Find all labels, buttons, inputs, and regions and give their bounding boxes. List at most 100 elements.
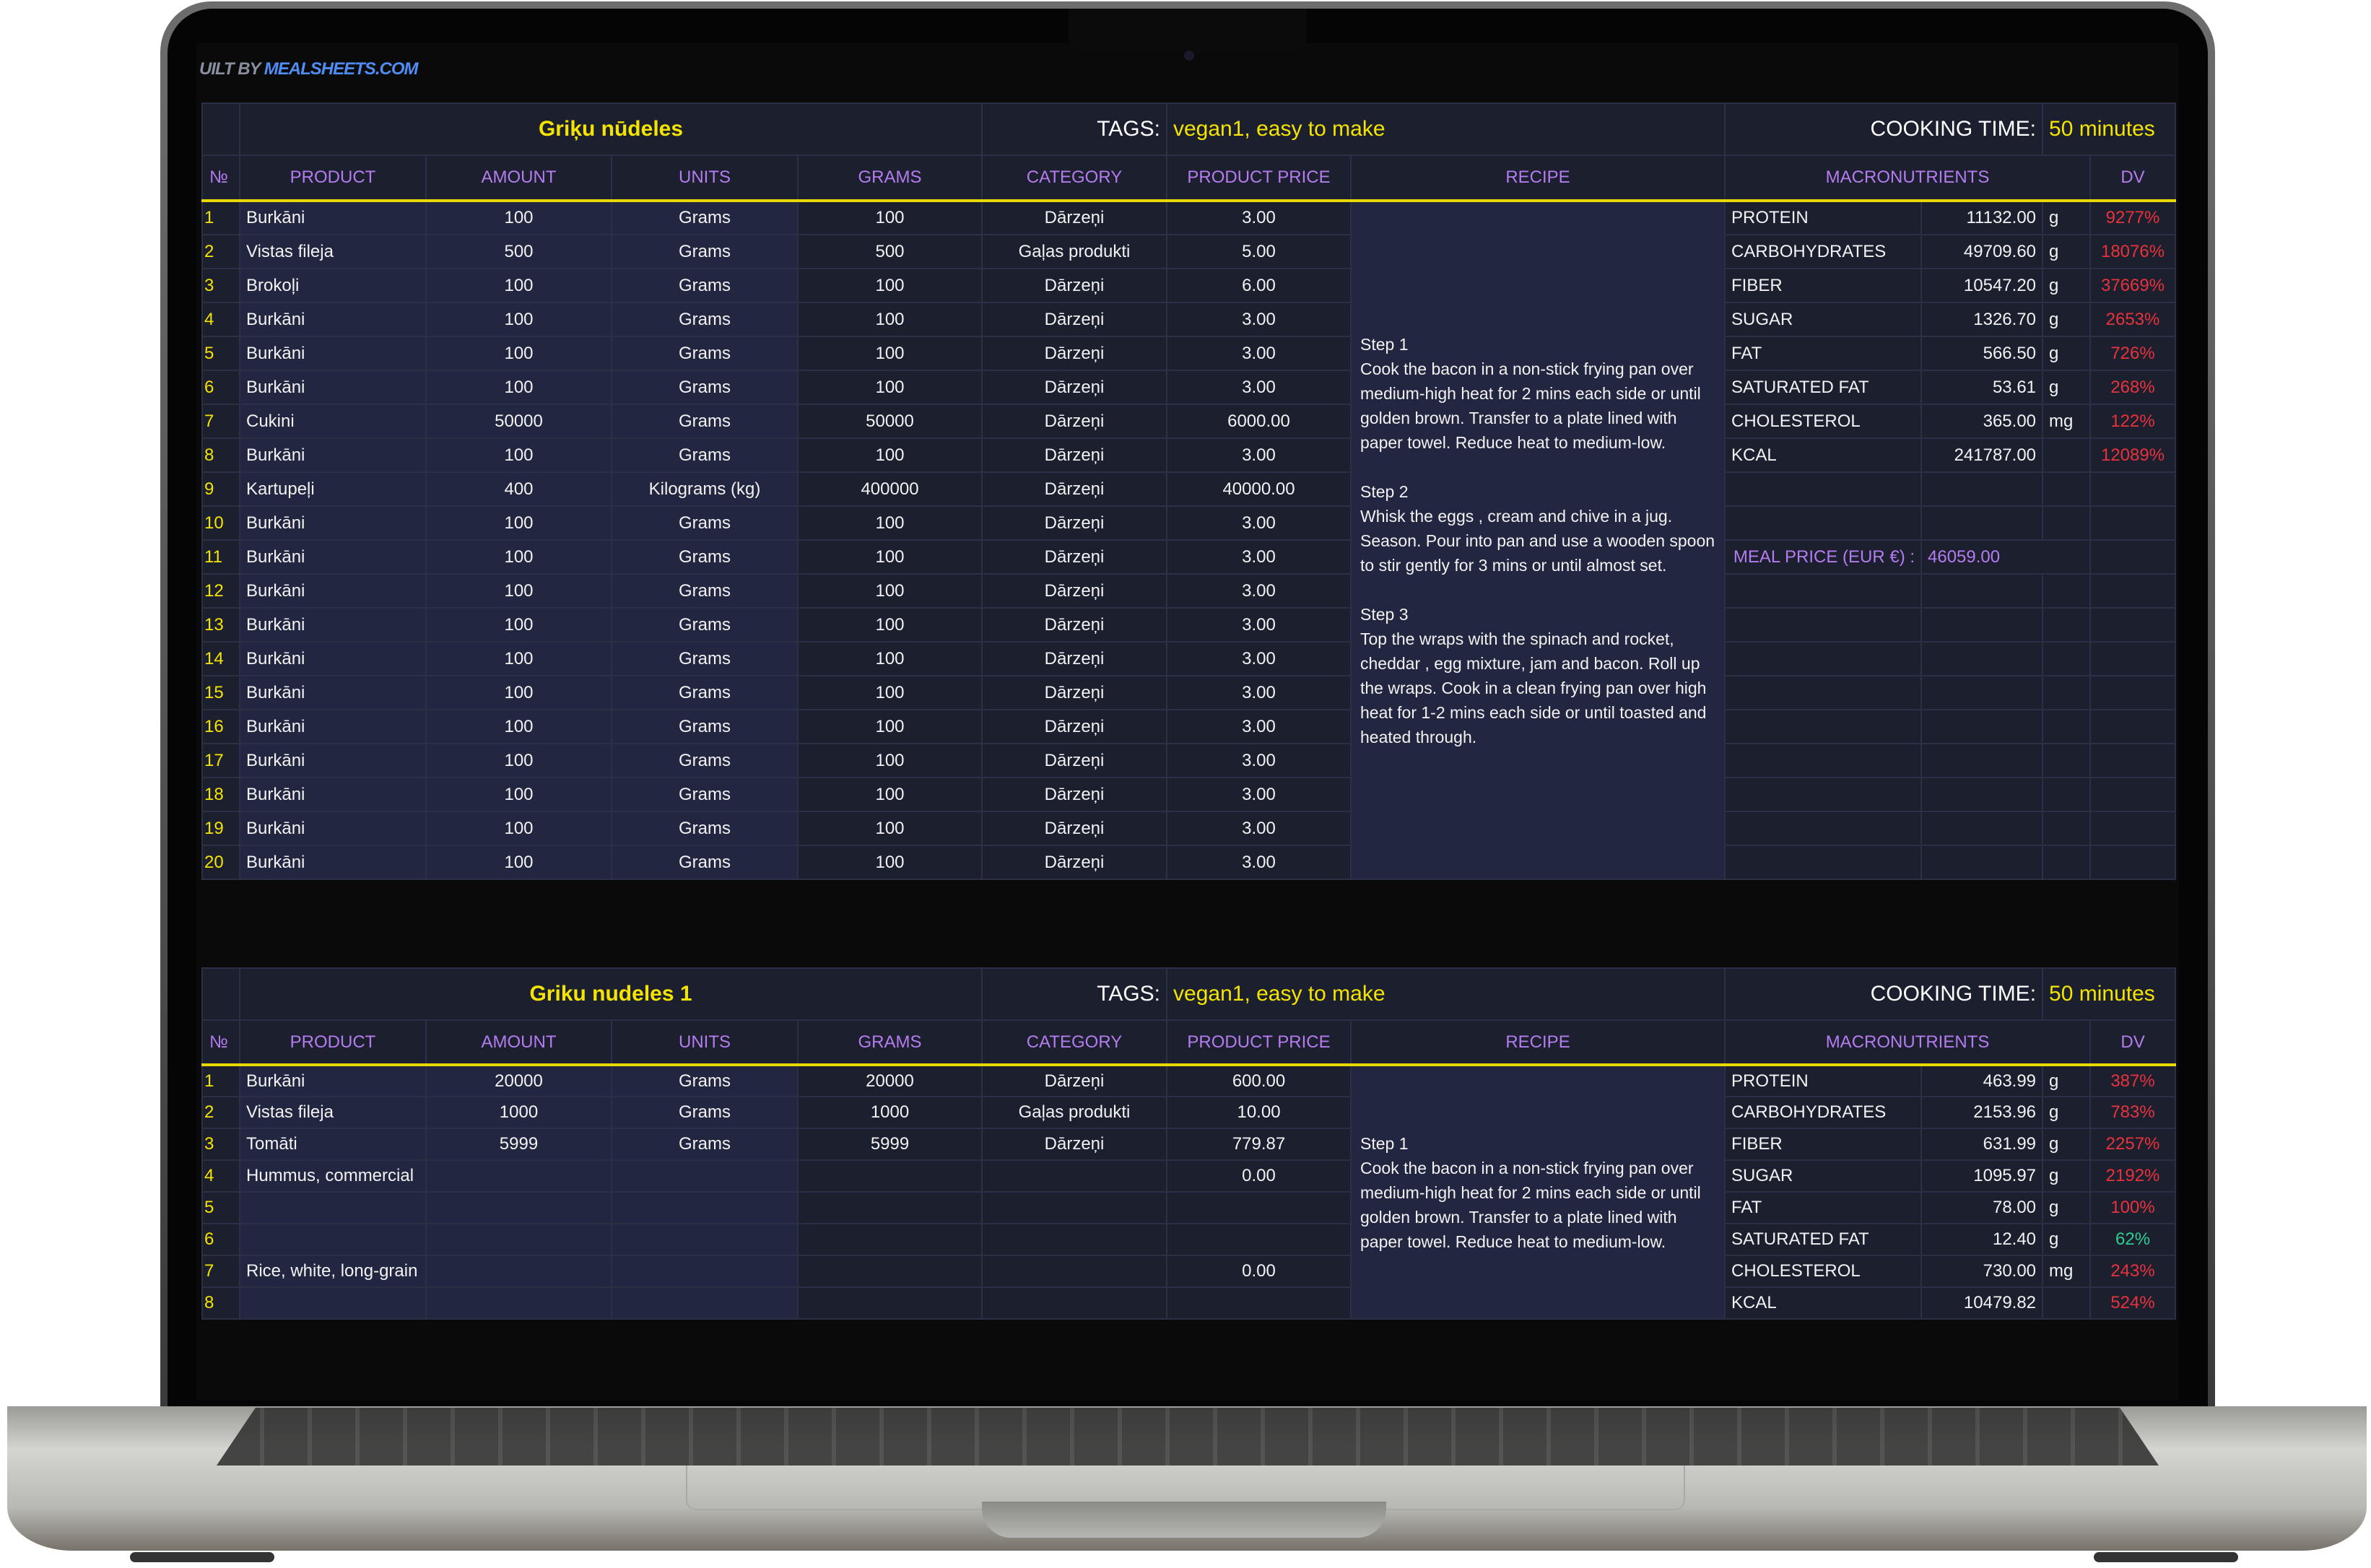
product-cell[interactable]: Burkāni xyxy=(239,200,427,235)
amount-cell[interactable]: 100 xyxy=(425,573,612,609)
amount-cell[interactable]: 100 xyxy=(425,777,612,812)
product-cell[interactable]: Tomāti xyxy=(239,1128,427,1161)
amount-cell[interactable]: 100 xyxy=(425,743,612,778)
meal-title[interactable]: Griķu nūdeles xyxy=(239,103,983,156)
units-cell[interactable] xyxy=(611,1159,799,1193)
units-cell[interactable]: Grams xyxy=(611,743,799,778)
product-cell[interactable]: Burkāni xyxy=(239,539,427,575)
amount-cell[interactable]: 100 xyxy=(425,302,612,337)
units-cell[interactable]: Grams xyxy=(611,505,799,541)
amount-cell[interactable]: 400 xyxy=(425,471,612,507)
units-cell[interactable]: Grams xyxy=(611,370,799,405)
amount-cell[interactable]: 100 xyxy=(425,607,612,643)
units-cell[interactable]: Grams xyxy=(611,607,799,643)
amount-cell[interactable]: 100 xyxy=(425,505,612,541)
units-cell[interactable]: Grams xyxy=(611,336,799,371)
product-cell[interactable]: Burkāni xyxy=(239,709,427,744)
amount-cell[interactable]: 100 xyxy=(425,811,612,846)
amount-cell[interactable]: 5999 xyxy=(425,1128,612,1161)
amount-cell[interactable]: 500 xyxy=(425,234,612,269)
amount-cell[interactable] xyxy=(425,1255,612,1288)
amount-cell[interactable]: 100 xyxy=(425,641,612,676)
product-cell[interactable]: Vistas fileja xyxy=(239,1096,427,1129)
meal-title[interactable]: Griku nudeles 1 xyxy=(238,967,983,1021)
product-cell[interactable] xyxy=(239,1223,427,1256)
units-cell[interactable]: Grams xyxy=(611,573,799,609)
product-cell[interactable]: Burkāni xyxy=(239,302,427,337)
amount-cell[interactable]: 1000 xyxy=(425,1096,612,1129)
units-cell[interactable]: Grams xyxy=(611,1064,799,1097)
units-cell[interactable] xyxy=(611,1191,799,1224)
product-cell[interactable]: Brokoļi xyxy=(239,268,427,303)
product-cell[interactable]: Rice, white, long-grain xyxy=(239,1255,427,1288)
price-cell xyxy=(1166,1191,1352,1224)
units-cell[interactable]: Grams xyxy=(611,1096,799,1129)
units-cell[interactable] xyxy=(611,1255,799,1288)
units-cell[interactable]: Grams xyxy=(611,437,799,473)
amount-cell[interactable] xyxy=(425,1223,612,1256)
product-cell[interactable]: Cukini xyxy=(239,404,427,439)
product-cell[interactable]: Burkāni xyxy=(239,1064,427,1097)
recipe-text[interactable]: Step 1 Cook the bacon in a non-stick fry… xyxy=(1350,1064,1726,1320)
product-cell[interactable]: Burkāni xyxy=(239,573,427,609)
units-cell[interactable]: Grams xyxy=(611,234,799,269)
amount-cell[interactable]: 100 xyxy=(425,268,612,303)
units-cell[interactable] xyxy=(611,1223,799,1256)
amount-cell[interactable]: 100 xyxy=(425,539,612,575)
tags-value[interactable]: vegan1, easy to make xyxy=(1166,967,1726,1021)
cooking-time-value[interactable]: 50 minutes xyxy=(2042,103,2177,156)
units-cell[interactable]: Grams xyxy=(611,268,799,303)
units-cell[interactable]: Grams xyxy=(611,539,799,575)
units-cell[interactable]: Grams xyxy=(611,777,799,812)
price-cell: 3.00 xyxy=(1166,607,1352,643)
units-cell[interactable]: Grams xyxy=(611,404,799,439)
amount-cell[interactable] xyxy=(425,1286,612,1320)
units-cell[interactable]: Grams xyxy=(611,675,799,710)
product-cell[interactable]: Vistas fileja xyxy=(239,234,427,269)
spacer-cell xyxy=(201,967,240,1021)
amount-cell[interactable]: 100 xyxy=(425,370,612,405)
amount-cell[interactable]: 100 xyxy=(425,845,612,880)
product-cell[interactable] xyxy=(239,1286,427,1320)
units-cell[interactable]: Grams xyxy=(611,811,799,846)
amount-cell[interactable]: 50000 xyxy=(425,404,612,439)
cooking-time-value[interactable]: 50 minutes xyxy=(2042,967,2177,1021)
macro-dv: 387% xyxy=(2089,1064,2177,1097)
product-cell[interactable]: Hummus, commercial xyxy=(239,1159,427,1193)
product-cell[interactable]: Burkāni xyxy=(239,675,427,710)
amount-cell[interactable]: 20000 xyxy=(425,1064,612,1097)
units-cell[interactable]: Grams xyxy=(611,302,799,337)
brand-link[interactable]: MEALSHEETS.COM xyxy=(264,59,419,79)
amount-cell[interactable]: 100 xyxy=(425,336,612,371)
product-cell[interactable]: Burkāni xyxy=(239,607,427,643)
units-cell[interactable]: Grams xyxy=(611,641,799,676)
table-row: 18 Burkāni 100 Grams 100 Dārzeņi 3.00 xyxy=(201,777,2177,812)
units-cell[interactable]: Kilograms (kg) xyxy=(611,471,799,507)
product-cell[interactable]: Burkāni xyxy=(239,336,427,371)
product-cell[interactable]: Burkāni xyxy=(239,370,427,405)
amount-cell[interactable] xyxy=(425,1159,612,1193)
amount-cell[interactable]: 100 xyxy=(425,437,612,473)
units-cell[interactable]: Grams xyxy=(611,845,799,880)
units-cell[interactable]: Grams xyxy=(611,1128,799,1161)
product-cell[interactable] xyxy=(239,1191,427,1224)
tags-value[interactable]: vegan1, easy to make xyxy=(1165,103,1726,156)
product-cell[interactable]: Burkāni xyxy=(239,845,427,880)
units-cell[interactable]: Grams xyxy=(611,200,799,235)
recipe-text[interactable]: Step 1 Cook the bacon in a non-stick fry… xyxy=(1349,200,1726,880)
product-cell[interactable]: Burkāni xyxy=(239,437,427,473)
product-cell[interactable]: Burkāni xyxy=(239,777,427,812)
units-cell[interactable]: Grams xyxy=(611,709,799,744)
amount-cell[interactable] xyxy=(425,1191,612,1224)
product-cell[interactable]: Burkāni xyxy=(239,811,427,846)
amount-cell[interactable]: 100 xyxy=(425,675,612,710)
macro-dv: 726% xyxy=(2089,336,2177,371)
amount-cell[interactable]: 100 xyxy=(425,709,612,744)
product-cell[interactable]: Burkāni xyxy=(239,641,427,676)
product-cell[interactable]: Kartupeļi xyxy=(239,471,427,507)
product-cell[interactable]: Burkāni xyxy=(239,743,427,778)
units-cell[interactable] xyxy=(611,1286,799,1320)
product-cell[interactable]: Burkāni xyxy=(239,505,427,541)
price-cell: 3.00 xyxy=(1166,200,1352,235)
amount-cell[interactable]: 100 xyxy=(425,200,612,235)
